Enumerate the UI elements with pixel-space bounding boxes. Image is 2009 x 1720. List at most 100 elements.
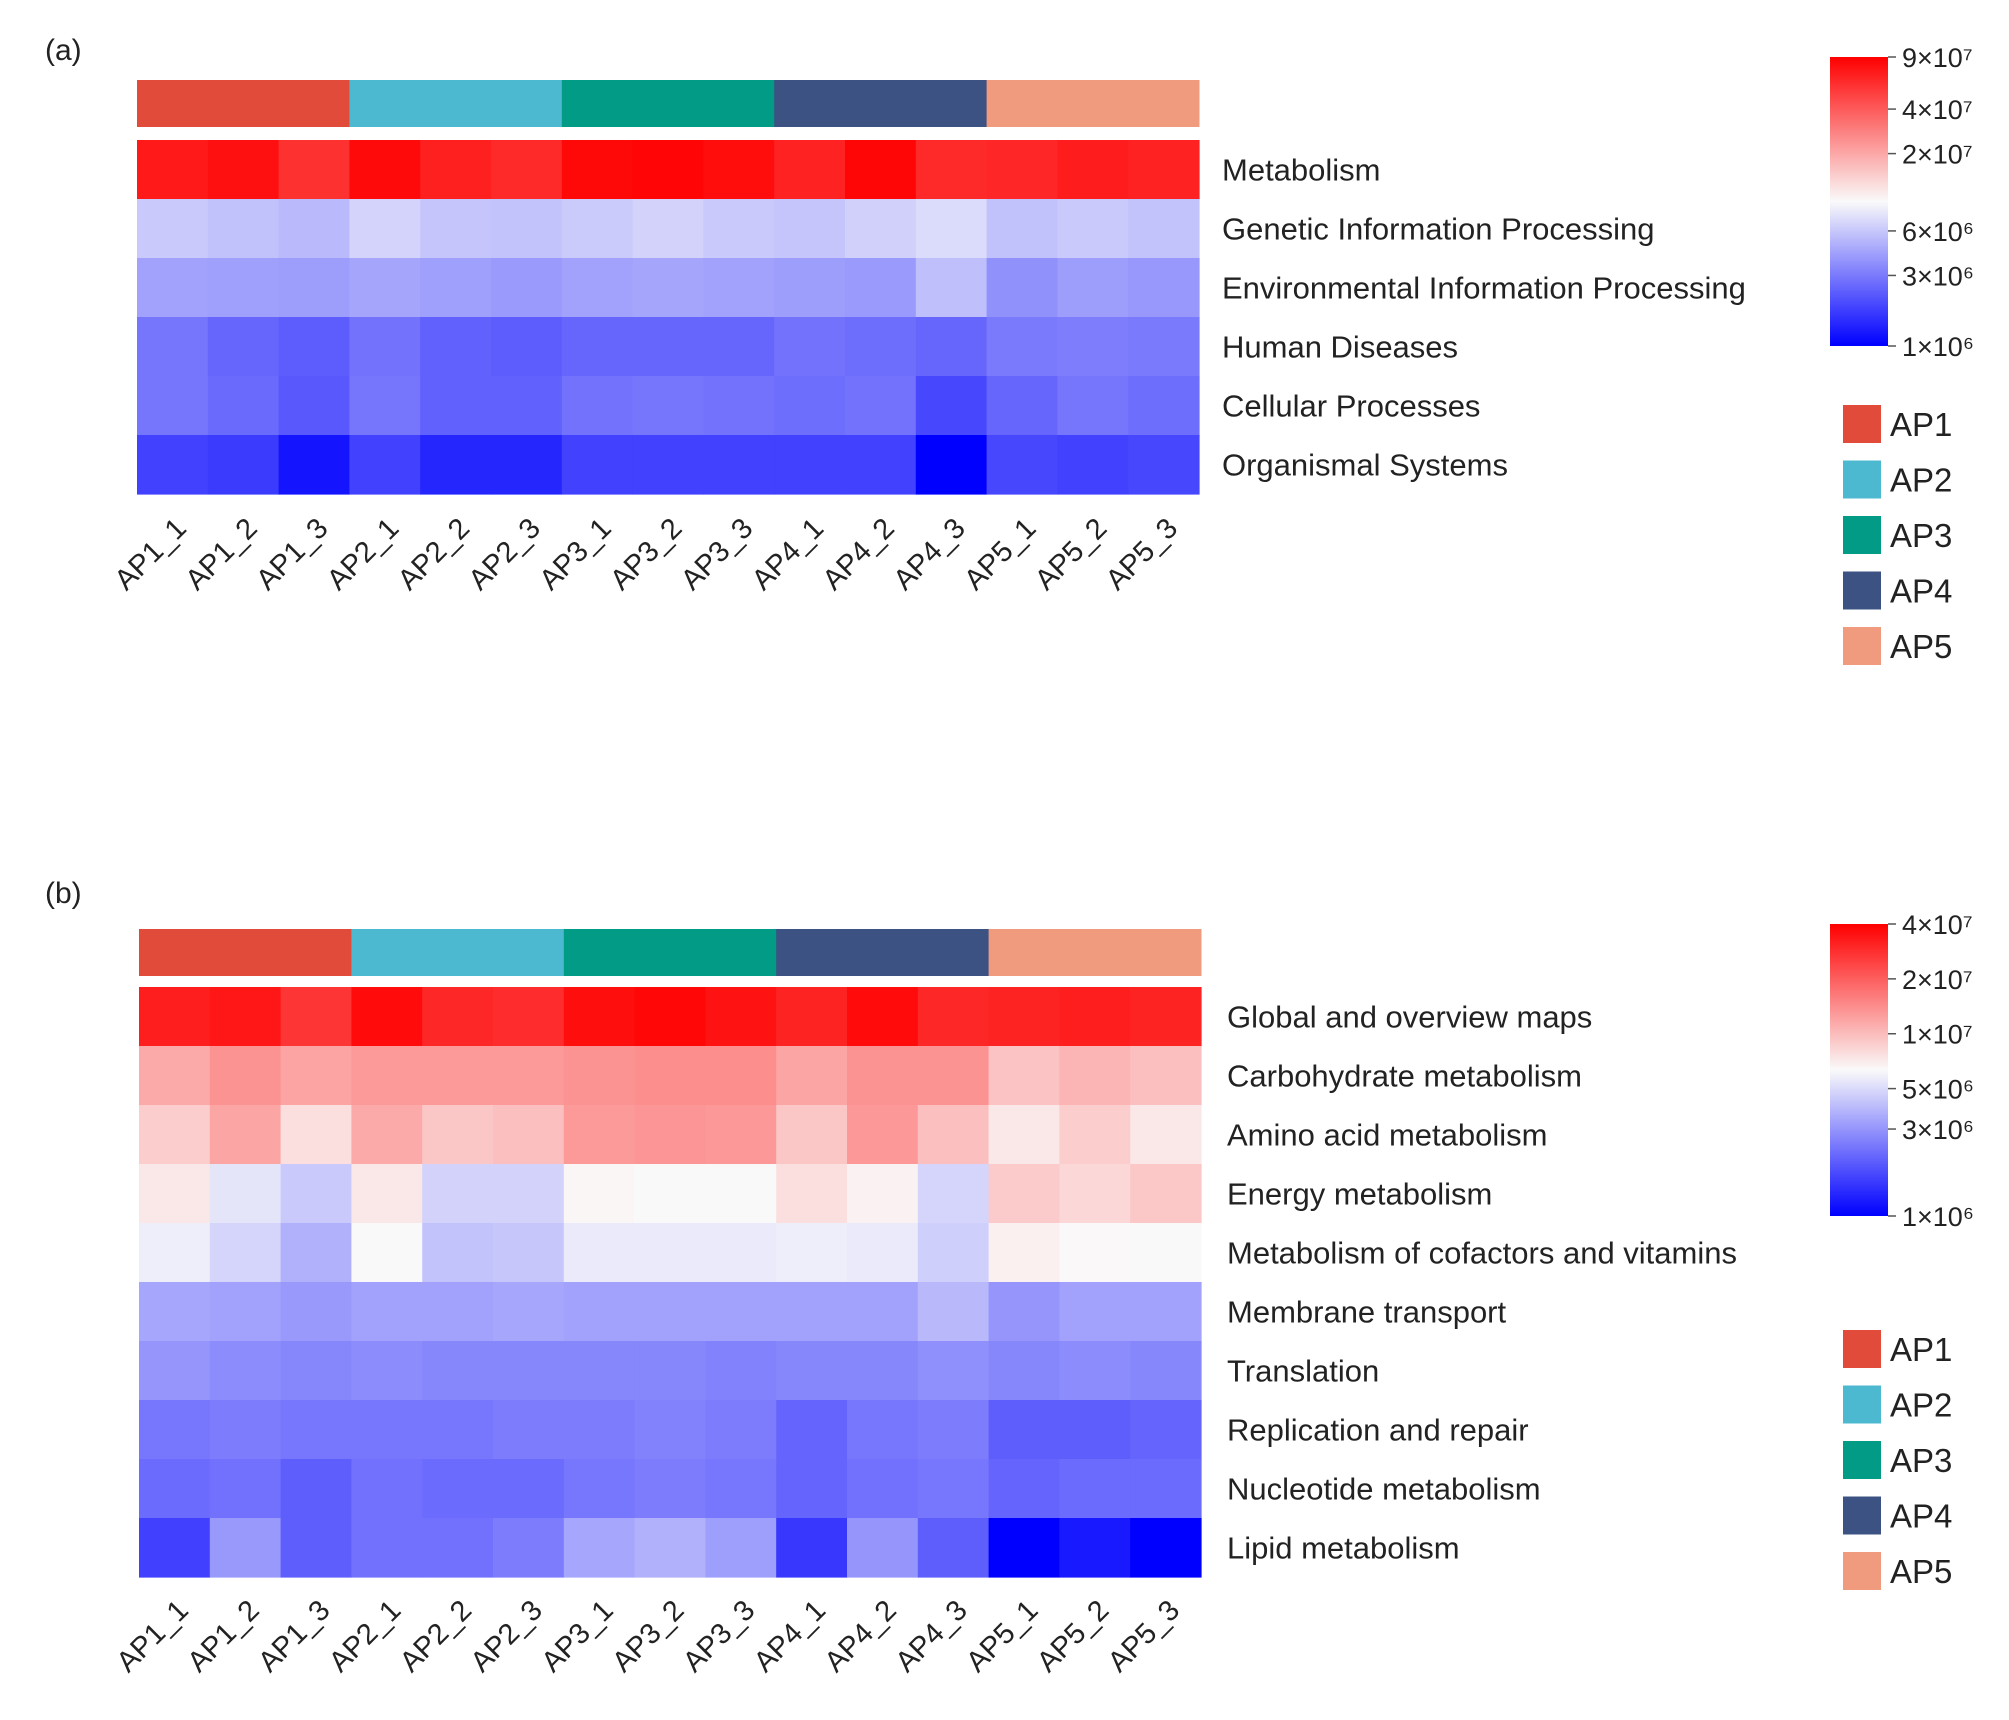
column-label: AP4_3: [890, 1594, 974, 1678]
heatmap-cell: [634, 1105, 706, 1165]
heatmap-cell: [137, 199, 209, 259]
heatmap-cell: [493, 1518, 565, 1578]
column-label: AP2_3: [463, 512, 547, 596]
colorbar-tick-label: 1×10⁷: [1902, 1020, 1973, 1050]
heatmap-cell: [915, 258, 988, 318]
heatmap-cell: [278, 435, 350, 495]
row-label: Translation: [1227, 1354, 1379, 1389]
heatmap-cell: [1128, 140, 1200, 200]
heatmap-cell: [703, 317, 775, 377]
group-bar-ap1: [139, 929, 352, 976]
heatmap-cell: [705, 1400, 777, 1460]
colorbar-tick-label: 2×10⁷: [1902, 965, 1973, 995]
heatmap-cell: [1059, 1164, 1131, 1224]
heatmap-cell: [776, 1105, 848, 1165]
row-label: Human Diseases: [1222, 330, 1458, 365]
heatmap-cell: [774, 140, 846, 200]
heatmap-cell: [988, 987, 1060, 1047]
heatmap-cell: [139, 1459, 211, 1519]
heatmap-cell: [634, 1459, 706, 1519]
heatmap-cell: [139, 1518, 211, 1578]
heatmap-cell: [845, 199, 917, 259]
heatmap-cell: [986, 140, 1058, 200]
heatmap-cell: [351, 1223, 423, 1283]
heatmap-cell: [1059, 1282, 1131, 1342]
column-label: AP4_1: [746, 512, 830, 596]
heatmap-cell: [1130, 1046, 1202, 1106]
heatmap-cell: [1057, 435, 1129, 495]
heatmap-cell: [139, 1282, 211, 1342]
heatmap-cell: [491, 435, 563, 495]
heatmap-cell: [280, 1223, 352, 1283]
row-label: Carbohydrate metabolism: [1227, 1059, 1582, 1094]
heatmap-cell: [209, 1518, 282, 1578]
heatmap-cell: [988, 1105, 1060, 1165]
heatmap-cell: [209, 987, 282, 1047]
column-label: AP1_2: [182, 1594, 266, 1678]
legend-label: AP2: [1890, 462, 1952, 499]
heatmap-panel-b: (b) Global and overview maps Carbohydrate …: [45, 877, 1974, 1679]
heatmap-cell: [422, 1223, 494, 1283]
heatmap-cell: [917, 1282, 990, 1342]
heatmap-cell: [207, 435, 280, 495]
heatmap-cell: [917, 1341, 990, 1401]
heatmap-cell: [561, 376, 634, 436]
heatmap-cell: [139, 1046, 211, 1106]
heatmap-cell: [986, 317, 1058, 377]
colorbar-tick-label: 2×10⁷: [1902, 140, 1973, 170]
heatmap-cell: [563, 1046, 636, 1106]
heatmap-cell: [845, 317, 917, 377]
heatmap-cell: [349, 258, 421, 318]
heatmap-cell: [280, 987, 352, 1047]
heatmap-cell: [634, 1164, 706, 1224]
heatmap-cell: [561, 140, 634, 200]
column-label: AP3_2: [604, 512, 688, 596]
heatmap-cell: [917, 1459, 990, 1519]
row-label: Organismal Systems: [1222, 448, 1508, 483]
heatmap-cell: [847, 1518, 919, 1578]
heatmap-cell: [422, 1518, 494, 1578]
colorbar: [1830, 57, 1888, 346]
heatmap-cell: [703, 376, 775, 436]
heatmap-cell: [351, 1282, 423, 1342]
heatmap-cell: [774, 258, 846, 318]
heatmap-cell: [845, 376, 917, 436]
heatmap-cell: [776, 1518, 848, 1578]
legend-label: AP1: [1890, 406, 1952, 443]
heatmap-cell: [278, 317, 350, 377]
legend-label: AP2: [1890, 1387, 1952, 1424]
row-label: Nucleotide metabolism: [1227, 1472, 1541, 1507]
column-label: AP3_3: [675, 512, 759, 596]
heatmap-cell: [776, 1400, 848, 1460]
panel-label: (a): [45, 34, 82, 67]
heatmap-cell: [139, 1341, 211, 1401]
column-label: AP4_2: [819, 1594, 903, 1678]
heatmap-cell: [137, 376, 209, 436]
heatmap-cell: [1057, 140, 1129, 200]
heatmap-cell: [491, 317, 563, 377]
heatmap-cell: [563, 1400, 636, 1460]
column-label: AP1_3: [250, 512, 334, 596]
heatmap-cell: [705, 1223, 777, 1283]
heatmap-cell: [845, 435, 917, 495]
group-bar-ap4: [776, 929, 990, 976]
column-label: AP5_2: [1029, 512, 1113, 596]
heatmap-cell: [563, 1223, 636, 1283]
heatmap-cell: [349, 376, 421, 436]
heatmap-cell: [988, 1459, 1060, 1519]
heatmap-cell: [207, 140, 280, 200]
heatmap-cell: [634, 987, 706, 1047]
heatmap-cell: [917, 987, 990, 1047]
heatmap-cell: [776, 1459, 848, 1519]
heatmap-cell: [986, 199, 1058, 259]
heatmap-cell: [351, 1046, 423, 1106]
heatmap-cell: [986, 435, 1058, 495]
heatmap-cell: [917, 1223, 990, 1283]
legend-label: AP4: [1890, 573, 1952, 610]
legend-swatch-ap5: [1843, 627, 1881, 665]
heatmap-cell: [917, 1400, 990, 1460]
heatmap-cell: [774, 435, 846, 495]
heatmap-cell: [847, 1105, 919, 1165]
heatmap-cell: [847, 1282, 919, 1342]
